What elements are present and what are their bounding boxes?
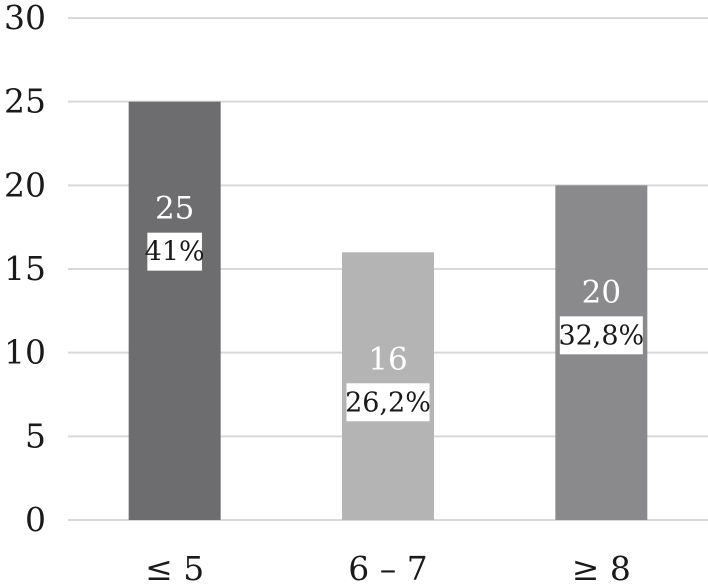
- y-tick-label: 5: [25, 416, 46, 455]
- x-category-label: ≥ 8: [572, 549, 631, 587]
- percent-label-box: [559, 316, 643, 355]
- bar-percent-label: 32,8%: [558, 320, 644, 351]
- x-axis-categories: ≤ 5 6 – 7 ≥ 8: [145, 549, 631, 587]
- data-labels: 25 41% 16 26,2% 20 32,8%: [145, 191, 644, 422]
- percent-label-box: [346, 383, 430, 422]
- y-tick-label: 25: [4, 82, 46, 121]
- x-category-label: ≤ 5: [145, 549, 204, 587]
- bar-percent-label: 41%: [145, 237, 205, 268]
- bar-value-label: 20: [582, 274, 621, 310]
- percent-label-box: [147, 232, 202, 271]
- x-category-label: 6 – 7: [348, 549, 427, 587]
- y-tick-label: 15: [4, 249, 46, 288]
- bar-percent-label: 26,2%: [345, 387, 431, 418]
- y-tick-label: 10: [4, 333, 46, 372]
- bar-value-label: 16: [368, 341, 407, 377]
- y-tick-label: 30: [4, 0, 46, 37]
- y-tick-label: 0: [25, 500, 46, 539]
- bar: [128, 101, 221, 521]
- bars: [128, 101, 648, 521]
- bar-value-label: 25: [155, 191, 194, 227]
- y-tick-label: 20: [4, 165, 46, 204]
- y-axis-ticks: 0 5 10 15 20 25 30: [4, 0, 46, 539]
